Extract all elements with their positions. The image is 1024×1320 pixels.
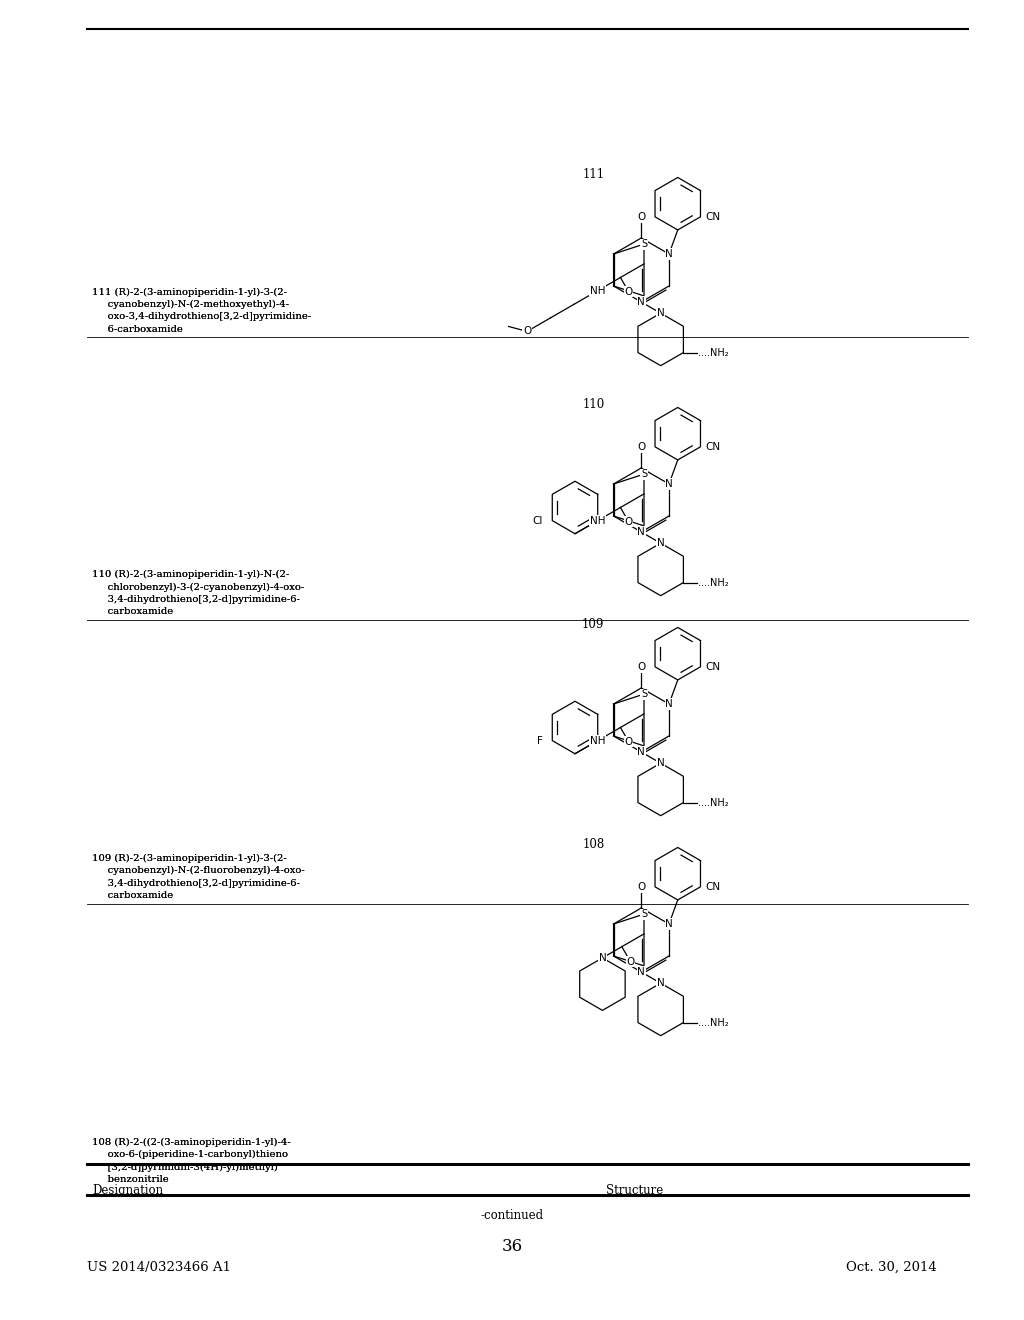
Text: 110 (R)-2-(3-aminopiperidin-1-yl)-N-(2-
     chlorobenzyl)-3-(2-cyanobenzyl)-4-o: 110 (R)-2-(3-aminopiperidin-1-yl)-N-(2- … bbox=[92, 570, 304, 616]
Text: 109 (R)-2-(3-aminopiperidin-1-yl)-3-(2-
     cyanobenzyl)-N-(2-fluorobenzyl)-4-o: 109 (R)-2-(3-aminopiperidin-1-yl)-3-(2- … bbox=[92, 854, 305, 900]
Text: O: O bbox=[637, 213, 645, 222]
Text: N: N bbox=[637, 747, 645, 756]
Text: NH: NH bbox=[590, 285, 605, 296]
Text: NH: NH bbox=[590, 735, 605, 746]
Text: 108 (R)-2-((2-(3-aminopiperidin-1-yl)-4-
     oxo-6-(piperidine-1-carbonyl)thien: 108 (R)-2-((2-(3-aminopiperidin-1-yl)-4-… bbox=[92, 1138, 291, 1184]
Text: N: N bbox=[666, 919, 673, 929]
Text: N: N bbox=[666, 479, 673, 488]
Text: 111 (R)-2-(3-aminopiperidin-1-yl)-3-(2-
     cyanobenzyl)-N-(2-methoxyethyl)-4-
: 111 (R)-2-(3-aminopiperidin-1-yl)-3-(2- … bbox=[92, 288, 311, 334]
Text: S: S bbox=[641, 239, 647, 249]
Text: O: O bbox=[625, 517, 633, 527]
Text: 111 (R)-2-(3-aminopiperidin-1-yl)-3-(2-
     cyanobenzyl)-N-(2-methoxyethyl)-4-
: 111 (R)-2-(3-aminopiperidin-1-yl)-3-(2- … bbox=[92, 288, 311, 334]
Text: 111: 111 bbox=[583, 168, 604, 181]
Text: O: O bbox=[625, 286, 633, 297]
Text: N: N bbox=[656, 758, 665, 768]
Text: ....NH₂: ....NH₂ bbox=[697, 578, 728, 587]
Text: 110 (R)-2-(3-aminopiperidin-1-yl)-N-(2-
     chlorobenzyl)-3-(2-cyanobenzyl)-4-o: 110 (R)-2-(3-aminopiperidin-1-yl)-N-(2- … bbox=[92, 570, 304, 616]
Text: S: S bbox=[641, 469, 647, 479]
Text: O: O bbox=[637, 442, 645, 453]
Text: 36: 36 bbox=[502, 1238, 522, 1255]
Text: F: F bbox=[537, 735, 543, 746]
Text: N: N bbox=[637, 527, 645, 537]
Text: N: N bbox=[637, 297, 645, 308]
Text: 109 (R)-2-(3-aminopiperidin-1-yl)-3-(2-
     cyanobenzyl)-N-(2-fluorobenzyl)-4-o: 109 (R)-2-(3-aminopiperidin-1-yl)-3-(2- … bbox=[92, 854, 305, 900]
Text: O: O bbox=[637, 882, 645, 892]
Text: S: S bbox=[641, 909, 647, 919]
Text: N: N bbox=[656, 308, 665, 318]
Text: NH: NH bbox=[590, 516, 605, 525]
Text: 109: 109 bbox=[582, 618, 604, 631]
Text: ....NH₂: ....NH₂ bbox=[697, 797, 728, 808]
Text: O: O bbox=[625, 737, 633, 747]
Text: N: N bbox=[666, 700, 673, 709]
Text: -continued: -continued bbox=[480, 1209, 544, 1222]
Text: Structure: Structure bbox=[606, 1184, 664, 1197]
Text: CN: CN bbox=[706, 882, 721, 892]
Text: S: S bbox=[641, 689, 647, 700]
Text: Cl: Cl bbox=[532, 516, 543, 525]
Text: 108 (R)-2-((2-(3-aminopiperidin-1-yl)-4-
     oxo-6-(piperidine-1-carbonyl)thien: 108 (R)-2-((2-(3-aminopiperidin-1-yl)-4-… bbox=[92, 1138, 291, 1184]
Text: ....NH₂: ....NH₂ bbox=[697, 347, 728, 358]
Text: O: O bbox=[627, 957, 635, 968]
Text: CN: CN bbox=[706, 442, 721, 451]
Text: Designation: Designation bbox=[92, 1184, 163, 1197]
Text: Oct. 30, 2014: Oct. 30, 2014 bbox=[846, 1261, 937, 1274]
Text: O: O bbox=[637, 663, 645, 672]
Text: ....NH₂: ....NH₂ bbox=[697, 1018, 728, 1027]
Text: 108: 108 bbox=[583, 838, 604, 850]
Text: N: N bbox=[656, 539, 665, 548]
Text: N: N bbox=[656, 978, 665, 989]
Text: US 2014/0323466 A1: US 2014/0323466 A1 bbox=[87, 1261, 231, 1274]
Text: N: N bbox=[666, 249, 673, 259]
Text: O: O bbox=[523, 326, 531, 337]
Text: N: N bbox=[637, 968, 645, 977]
Text: CN: CN bbox=[706, 661, 721, 672]
Text: N: N bbox=[599, 953, 606, 962]
Text: CN: CN bbox=[706, 211, 721, 222]
Text: 110: 110 bbox=[583, 397, 604, 411]
